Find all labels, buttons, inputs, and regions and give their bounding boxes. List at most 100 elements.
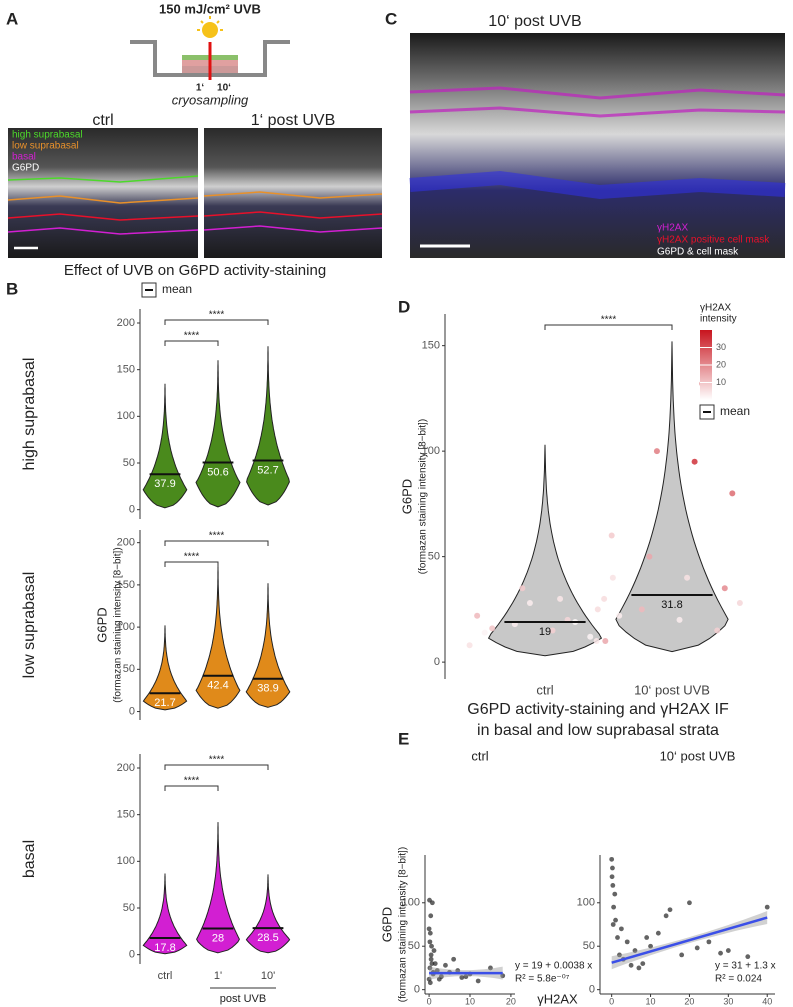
point	[644, 935, 650, 940]
y-tick-label: 100	[117, 410, 135, 422]
x-tick-label: 10'	[261, 970, 275, 982]
point	[428, 956, 434, 962]
mean-label: 50.6	[207, 466, 228, 478]
mean-label: 21.7	[154, 697, 175, 709]
y-tick-label: 200	[117, 537, 135, 549]
fit-equation: y = 19 + 0.0038 x	[515, 961, 592, 972]
fit-equation: R² = 0.024	[715, 974, 762, 985]
mean-label: 31.8	[661, 599, 682, 611]
significance-label: ****	[184, 552, 200, 563]
significance-bracket	[164, 785, 219, 791]
x-tick-label: 10‘ post UVB	[634, 682, 710, 697]
point	[429, 961, 435, 966]
row-title: high suprabasal	[21, 358, 38, 471]
point	[475, 978, 481, 984]
point	[609, 856, 615, 862]
colorbar-tick-label: 20	[716, 359, 726, 369]
violin	[142, 383, 188, 509]
point	[764, 904, 770, 910]
plot-title: ctrl	[471, 748, 488, 763]
image-title: ctrl	[92, 112, 113, 129]
x-tick-label: 1'	[214, 970, 222, 982]
point	[428, 952, 434, 958]
schematic	[130, 16, 290, 80]
violin	[246, 346, 290, 506]
y-tick-label: 100	[117, 855, 135, 867]
point	[459, 975, 465, 980]
fit-equation: y = 31 + 1.3 x	[715, 961, 776, 972]
point	[687, 900, 692, 906]
mean-label: 42.4	[207, 680, 228, 692]
point	[613, 917, 618, 923]
x-tick-label: 0	[609, 996, 614, 1006]
y-tick-label: 50	[583, 940, 595, 952]
point	[679, 952, 685, 958]
point	[427, 897, 432, 903]
point	[443, 962, 448, 968]
point	[632, 948, 638, 953]
jitter-point	[721, 585, 728, 592]
panel-label: B	[6, 279, 18, 298]
significance-label: ****	[184, 776, 200, 787]
violin	[142, 873, 188, 955]
y-tick-label: 100	[402, 897, 420, 909]
x-tick-label: ctrl	[536, 682, 553, 697]
y-tick-label: 50	[123, 457, 135, 469]
image-title: 1‘ post UVB	[251, 112, 335, 129]
jitter-point	[526, 600, 533, 607]
y-axis-subtitle: (formazan staining intensity [8−bit])	[113, 547, 124, 702]
point	[455, 968, 461, 973]
legend-entry: G6PD & cell mask	[657, 247, 739, 258]
y-axis-title: G6PD	[94, 607, 109, 642]
fit-equation: R² = 5.8e⁻⁰⁷	[515, 974, 570, 985]
mean-label: 17.8	[154, 942, 175, 954]
legend-entry: basal	[12, 152, 36, 163]
point	[618, 926, 624, 932]
violin	[615, 341, 729, 653]
significance-bracket	[164, 340, 219, 346]
legend-label: mean	[162, 282, 192, 296]
point	[640, 961, 646, 966]
significance-bracket	[164, 319, 269, 325]
y-axis-subtitle: (formazan staining intensity [8−bit])	[398, 847, 409, 1002]
jitter-point	[676, 616, 683, 623]
violin	[196, 822, 240, 954]
jitter-point	[638, 606, 645, 613]
y-axis-subtitle: (formazan staining intensity [8−bit])	[418, 419, 429, 574]
x-axis-title: γH2AX	[537, 991, 578, 1006]
x-tick-label: 20	[506, 996, 516, 1006]
mean-label: 28	[212, 932, 224, 944]
y-tick-label: 200	[117, 762, 135, 774]
point	[663, 913, 669, 919]
colorbar-tick-label: 10	[716, 377, 726, 387]
micrograph	[7, 128, 199, 258]
violin	[487, 444, 603, 657]
mean-label: 38.9	[257, 683, 278, 695]
significance-label: ****	[601, 315, 617, 326]
x-tick-label: 10	[646, 996, 656, 1006]
panel-label: E	[398, 729, 409, 748]
jitter-point	[714, 627, 721, 634]
point	[718, 950, 723, 956]
jitter-point	[474, 612, 481, 619]
mean-label: 28.5	[257, 932, 278, 944]
caption: G6PD activity-staining and γH2AX IF	[467, 701, 729, 718]
y-tick-label: 100	[577, 897, 595, 909]
colorbar-title: γH2AX	[700, 303, 731, 314]
mean-label: 19	[539, 626, 551, 638]
significance-label: ****	[184, 331, 200, 342]
legend-entry: γH2AX	[657, 223, 688, 234]
significance-label: ****	[209, 755, 225, 766]
jitter-point	[557, 595, 564, 602]
panel-label: D	[398, 297, 410, 316]
jitter-point	[593, 638, 600, 645]
point	[648, 943, 653, 949]
x-tick-label: 30	[723, 996, 733, 1006]
jitter-point	[549, 627, 556, 634]
y-tick-label: 50	[123, 663, 135, 675]
row-title: basal	[21, 840, 38, 878]
schematic-caption: cryosampling	[172, 92, 249, 107]
point	[655, 930, 661, 936]
x-tick-label: ctrl	[158, 970, 173, 982]
